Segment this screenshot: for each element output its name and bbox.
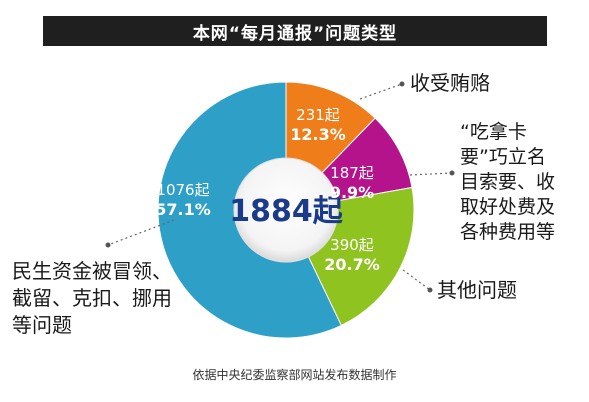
callout-livelihood: 民生资金被冒领、 截留、克扣、挪用 等问题 <box>12 258 172 339</box>
donut-hole <box>233 157 339 263</box>
slice-count-label: 390起 <box>330 236 374 254</box>
leader-line-other <box>402 269 431 291</box>
leader-line-livelihood <box>107 219 175 246</box>
callout-bribery: 收受贿赂 <box>410 71 490 95</box>
callout-extortion-line: 各种费用等 <box>460 221 556 243</box>
slice-percent-label: 9.9% <box>330 183 374 202</box>
leader-dot-livelihood <box>105 242 111 248</box>
chart-title: 本网“每月通报”问题类型 <box>43 16 547 46</box>
slice-count-label: 187起 <box>330 164 374 182</box>
slice-count-label: 1076起 <box>156 181 209 199</box>
callout-livelihood-line: 截留、克扣、挪用 <box>12 286 172 310</box>
callout-extortion-line: 取好处费及 <box>460 196 556 218</box>
leader-dot-other <box>427 287 433 293</box>
leader-line-bribery <box>359 83 403 100</box>
callout-extortion-line: “吃拿卡 <box>460 121 527 143</box>
leader-dot-bribery <box>399 81 405 87</box>
slice-percent-label: 20.7% <box>324 255 380 274</box>
callout-extortion-line: 目索要、收 <box>460 171 556 193</box>
callout-extortion-line: 要”巧立名 <box>460 146 546 168</box>
slice-percent-label: 12.3% <box>290 125 346 144</box>
leader-dot-extortion <box>449 170 455 176</box>
slice-count-label: 231起 <box>296 106 340 124</box>
total-label: 1884起 <box>229 194 343 229</box>
callout-other: 其他问题 <box>437 278 517 302</box>
callout-livelihood-line: 等问题 <box>12 313 72 337</box>
callout-livelihood-line: 民生资金被冒领、 <box>12 259 172 283</box>
source-note: 依据中央纪委监察部网站发布数据制作 <box>192 368 397 382</box>
leader-line-extortion <box>409 172 453 176</box>
callout-extortion: “吃拿卡 要”巧立名 目索要、收 取好处费及 各种费用等 <box>460 120 555 245</box>
slice-percent-label: 57.1% <box>155 200 211 219</box>
